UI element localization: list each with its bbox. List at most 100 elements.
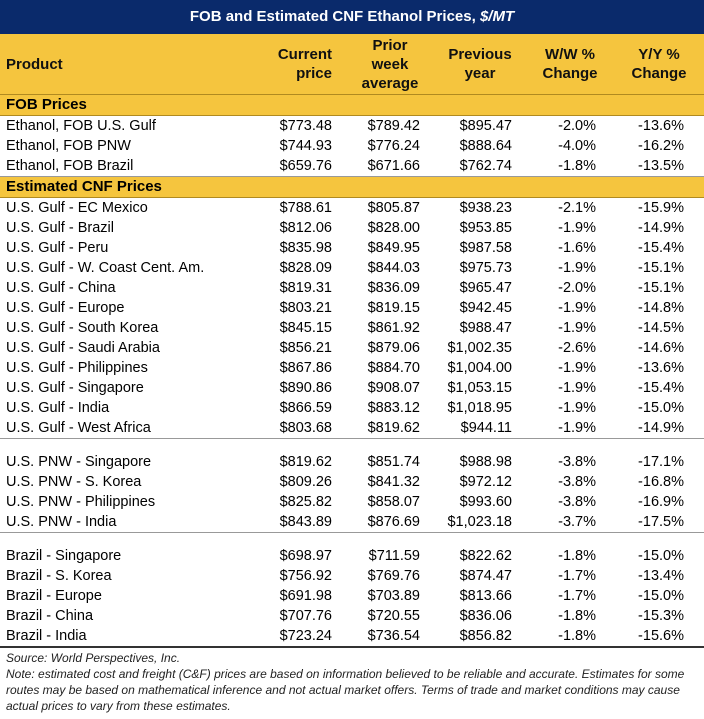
current-price: $809.26 <box>279 474 332 490</box>
ww-change: -1.6% <box>558 240 596 256</box>
prior-week-avg: $711.59 <box>368 548 420 564</box>
ww-change: -3.8% <box>558 474 596 490</box>
current-price: $843.89 <box>258 512 346 533</box>
ww-change: -1.7% <box>558 568 596 584</box>
previous-year: $944.11 <box>434 418 526 439</box>
ww-change: -2.0% <box>558 280 596 296</box>
header-prior-week: Prior week average <box>346 34 434 95</box>
yy-change: -14.9% <box>614 418 704 439</box>
table-row: Ethanol, FOB U.S. Gulf $773.48 $789.42 $895… <box>0 116 704 137</box>
current-price: $803.21 <box>279 300 332 316</box>
ww-change: -1.7% <box>558 588 596 604</box>
yy-change: -15.3% <box>638 608 684 624</box>
table-row: U.S. Gulf - W. Coast Cent. Am. $828.09 $84… <box>0 258 704 278</box>
previous-year: $888.64 <box>459 138 512 154</box>
prior-week-avg: $876.69 <box>346 512 434 533</box>
previous-year: $822.62 <box>459 548 512 564</box>
ww-change: -4.0% <box>558 138 596 154</box>
product-name: U.S. Gulf - China <box>6 280 116 296</box>
notes: Source: World Perspectives, Inc. Note: e… <box>0 648 704 714</box>
product-name: U.S. PNW - S. Korea <box>6 474 142 490</box>
header-current-price: Current price <box>258 34 346 95</box>
previous-year: $1,053.15 <box>447 380 512 396</box>
spacer <box>0 533 704 547</box>
current-price: $659.76 <box>258 156 346 177</box>
yy-change: -15.1% <box>638 280 684 296</box>
table-title: FOB and Estimated CNF Ethanol Prices, $/… <box>0 0 704 34</box>
current-price: $756.92 <box>279 568 332 584</box>
previous-year: $1,023.18 <box>434 512 526 533</box>
product-name: Ethanol, FOB Brazil <box>0 156 258 177</box>
prior-week-avg: $819.62 <box>346 418 434 439</box>
prior-week-avg: $836.09 <box>367 280 420 296</box>
table-row: U.S. Gulf - EC Mexico $788.61 $805.87 $938.… <box>0 198 704 219</box>
prior-week-avg: $879.06 <box>367 340 420 356</box>
yy-change: -16.9% <box>638 494 684 510</box>
title-unit: $/MT <box>479 8 515 25</box>
yy-change: -15.9% <box>638 200 684 216</box>
header-yy-change: Y/Y % Change <box>614 34 704 95</box>
product-name: U.S. Gulf - W. Coast Cent. Am. <box>6 260 205 276</box>
current-price: $819.62 <box>279 454 332 470</box>
yy-change: -14.6% <box>638 340 684 356</box>
previous-year: $975.73 <box>459 260 512 276</box>
product-name: U.S. Gulf - Philippines <box>6 360 148 376</box>
table-row: Brazil - S. Korea $756.92 $769.76 $874.47 -1… <box>0 566 704 586</box>
current-price: $828.09 <box>279 260 332 276</box>
table-row: Brazil - China $707.76 $720.55 $836.06 -1.8%… <box>0 606 704 626</box>
table-row: U.S. Gulf - South Korea $845.15 $861.92 $98… <box>0 318 704 338</box>
previous-year: $965.47 <box>459 280 512 296</box>
table-row: Brazil - Singapore $698.97 $711.59 $822.62 -… <box>0 546 704 566</box>
product-name: U.S. PNW - Singapore <box>6 454 152 470</box>
previous-year: $1,002.35 <box>447 340 512 356</box>
source-note: Source: World Perspectives, Inc. <box>6 651 181 665</box>
current-price: $707.76 <box>279 608 332 624</box>
product-name: Ethanol, FOB PNW <box>6 138 131 154</box>
product-name: U.S. Gulf - India <box>6 400 110 416</box>
yy-change: -16.8% <box>638 474 684 490</box>
current-price: $803.68 <box>258 418 346 439</box>
ww-change: -1.9% <box>558 400 596 416</box>
previous-year: $993.60 <box>459 494 512 510</box>
current-price: $866.59 <box>279 400 332 416</box>
current-price: $819.31 <box>279 280 332 296</box>
table-row: U.S. Gulf - Brazil $812.06 $828.00 $953.85 -… <box>0 218 704 238</box>
prior-week-avg: $884.70 <box>367 360 420 376</box>
previous-year: $1,004.00 <box>447 360 512 376</box>
yy-change: -15.0% <box>638 400 684 416</box>
ww-change: -1.9% <box>558 300 596 316</box>
current-price: $744.93 <box>279 138 332 154</box>
yy-change: -15.0% <box>638 588 684 604</box>
current-price: $812.06 <box>279 220 332 236</box>
current-price: $856.21 <box>279 340 332 356</box>
table-row: U.S. Gulf - Saudi Arabia $856.21 $879.06 $1… <box>0 338 704 358</box>
prior-week-avg: $703.89 <box>367 588 420 604</box>
yy-change: -14.5% <box>638 320 684 336</box>
current-price: $845.15 <box>279 320 332 336</box>
yy-change: -15.4% <box>638 240 684 256</box>
prior-week-avg: $861.92 <box>367 320 420 336</box>
product-name: U.S. Gulf - Europe <box>6 300 125 316</box>
ww-change: -2.0% <box>558 118 596 134</box>
prior-week-avg: $844.03 <box>367 260 420 276</box>
table-row: U.S. Gulf - China $819.31 $836.09 $965.47 -2… <box>0 278 704 298</box>
ww-change: -1.9% <box>558 360 596 376</box>
ww-change: -1.9% <box>558 260 596 276</box>
table-row: U.S. PNW - Philippines $825.82 $858.07 $993… <box>0 492 704 512</box>
product-name: Brazil - Europe <box>6 588 102 604</box>
yy-change: -15.4% <box>638 380 684 396</box>
table-row: U.S. Gulf - West Africa $803.68 $819.62 $94… <box>0 418 704 439</box>
yy-change: -13.4% <box>638 568 684 584</box>
ww-change: -3.8% <box>558 494 596 510</box>
ww-change: -2.6% <box>558 340 596 356</box>
previous-year: $1,018.95 <box>447 400 512 416</box>
current-price: $691.98 <box>279 588 332 604</box>
ww-change: -3.8% <box>558 454 596 470</box>
product-name: Brazil - S. Korea <box>6 568 112 584</box>
table-row: U.S. Gulf - Peru $835.98 $849.95 $987.58 -1.… <box>0 238 704 258</box>
prior-week-avg: $789.42 <box>367 118 420 134</box>
ww-change: -1.9% <box>558 320 596 336</box>
table-row: U.S. Gulf - India $866.59 $883.12 $1,018.95… <box>0 398 704 418</box>
table-row: U.S. PNW - S. Korea $809.26 $841.32 $972.12… <box>0 472 704 492</box>
product-name: U.S. PNW - India <box>0 512 258 533</box>
